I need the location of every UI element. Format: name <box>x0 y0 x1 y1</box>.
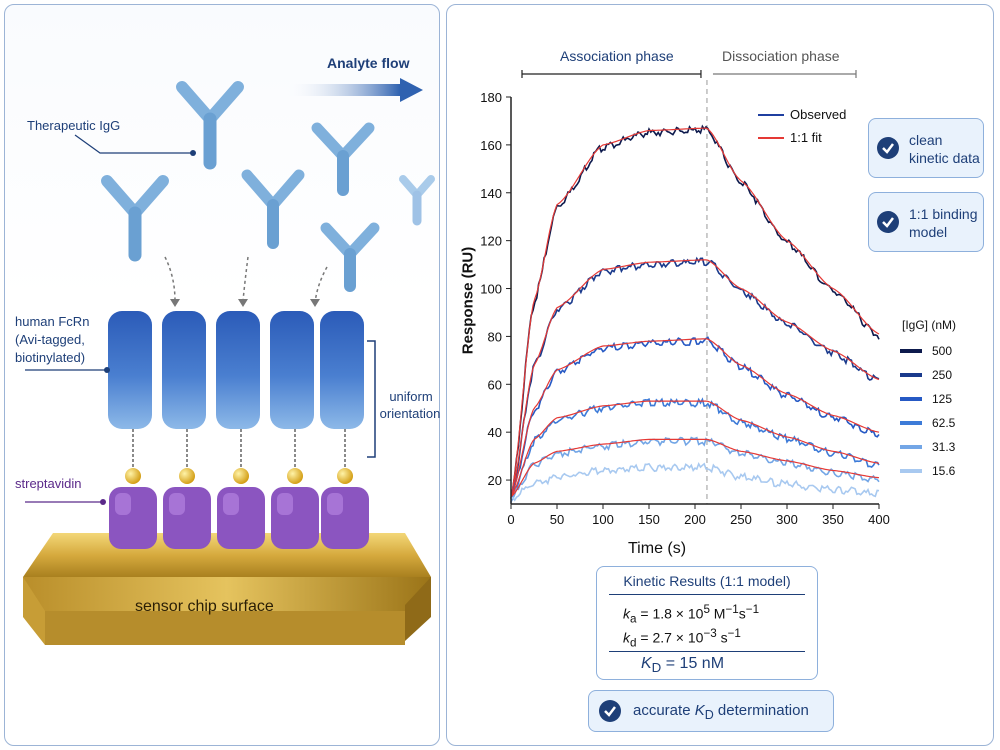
conc-legend-item: 500 <box>932 344 953 358</box>
analyte-flow-arrow <box>285 78 423 102</box>
fcrn-receptors <box>108 311 364 429</box>
conc-legend-item: 15.6 <box>932 464 956 478</box>
chip-surface-label: sensor chip surface <box>135 598 274 615</box>
y-tick-label: 120 <box>480 234 502 249</box>
orientation-bracket <box>367 340 376 458</box>
assay-schematic-svg <box>23 78 435 645</box>
igg-callout-line <box>74 134 196 156</box>
x-tick-label: 350 <box>822 512 844 527</box>
association-phase-label: Association phase <box>560 48 674 64</box>
biotin-spheres <box>125 468 353 484</box>
fcrn-label-line1: human FcRn <box>15 314 90 329</box>
therapeutic-igg-label: Therapeutic IgG <box>27 118 121 133</box>
accurate-kd-text: accurate KD determination <box>633 702 809 722</box>
observed-series-4 <box>510 436 880 503</box>
observed-series-2 <box>510 336 880 503</box>
x-tick-label: 300 <box>776 512 798 527</box>
y-tick-label: 140 <box>480 186 502 201</box>
y-tick-label: 60 <box>488 377 502 392</box>
kinetic-results-title: Kinetic Results (1:1 model) <box>623 573 791 589</box>
x-axis-title: Time (s) <box>628 540 687 557</box>
fit-series-0 <box>510 127 880 497</box>
checkmark-icon <box>599 700 621 722</box>
fit-series-1 <box>510 259 880 497</box>
legend-observed: Observed <box>790 107 847 122</box>
y-tick-label: 40 <box>488 425 502 440</box>
observed-series-5 <box>510 462 880 502</box>
fcrn-label-line3: biotinylated) <box>15 350 86 365</box>
dissociation-phase-label: Dissociation phase <box>722 48 840 64</box>
observed-series-3 <box>510 397 880 499</box>
checkmark-icon <box>877 211 899 233</box>
clean-kinetic-data-badge: clean kinetic data <box>868 118 984 178</box>
igg-molecule-3 <box>241 169 305 249</box>
y-axis-title: Response (RU) <box>459 246 477 355</box>
conc-legend-item: 62.5 <box>932 416 956 430</box>
x-tick-label: 50 <box>550 512 564 527</box>
assay-schematic-panel: Analyte flow Therapeutic IgG human FcRn … <box>4 4 440 746</box>
uniform-orientation-label-line1: uniform <box>389 389 433 404</box>
y-tick-label: 20 <box>488 473 502 488</box>
divider <box>609 594 805 595</box>
x-tick-label: 100 <box>592 512 614 527</box>
conc-legend-item: 125 <box>932 392 953 406</box>
association-phase-bracket <box>521 70 702 78</box>
dissociation-phase-bracket <box>712 70 857 78</box>
observed-series-1 <box>510 256 880 499</box>
streptavidin-highlights <box>115 493 343 515</box>
igg-molecule-5 <box>320 222 380 292</box>
streptavidin-callout-line <box>25 499 106 505</box>
igg-molecule-6 <box>399 175 435 226</box>
accurate-kd-badge: accurate KD determination <box>588 690 834 732</box>
uniform-orientation-label-line2: orientation <box>379 406 441 421</box>
conc-legend-title: [IgG] (nM) <box>902 318 957 332</box>
y-tick-label: 80 <box>488 329 502 344</box>
badge-text-line2: model <box>909 224 948 240</box>
igg-molecule-1 <box>176 81 244 170</box>
x-tick-label: 200 <box>684 512 706 527</box>
y-tick-label: 100 <box>480 282 502 297</box>
igg-molecule-4 <box>311 122 375 196</box>
fcrn-label-line2: (Avi-tagged, <box>15 332 85 347</box>
avi-tag-linkers <box>132 429 346 469</box>
x-tick-label: 400 <box>868 512 890 527</box>
y-tick-label: 160 <box>480 138 502 153</box>
badge-text-line1: 1:1 binding <box>909 206 978 222</box>
igg-molecule-2 <box>101 175 169 262</box>
x-tick-label: 0 <box>507 512 514 527</box>
binding-model-badge: 1:1 binding model <box>868 192 984 252</box>
binding-direction-arrows <box>164 256 328 304</box>
analyte-flow-label: Analyte flow <box>327 55 410 71</box>
kinetic-results-box: Kinetic Results (1:1 model) ka = 1.8 × 1… <box>596 566 818 680</box>
streptavidin-label: streptavidin <box>15 476 82 491</box>
KD-value: KD = 15 nM <box>641 655 725 676</box>
ka-value: ka = 1.8 × 105 M−1s−1 <box>623 603 760 626</box>
kd-value: kd = 2.7 × 10−3 s−1 <box>623 627 741 650</box>
conc-legend-item: 250 <box>932 368 953 382</box>
y-tick-label: 180 <box>480 90 502 105</box>
fit-series-4 <box>510 438 880 498</box>
badge-text-line2: kinetic data <box>909 150 980 166</box>
fit-series-3 <box>510 400 880 498</box>
checkmark-icon <box>877 137 899 159</box>
legend-fit: 1:1 fit <box>790 130 822 145</box>
x-tick-label: 150 <box>638 512 660 527</box>
badge-text-line1: clean <box>909 132 943 148</box>
x-tick-label: 250 <box>730 512 752 527</box>
divider <box>609 651 805 652</box>
binding-arrowheads <box>170 299 320 307</box>
conc-legend-item: 31.3 <box>932 440 956 454</box>
fcrn-callout-line <box>25 367 110 373</box>
observed-series-0 <box>510 124 880 499</box>
fit-series-2 <box>510 338 880 498</box>
